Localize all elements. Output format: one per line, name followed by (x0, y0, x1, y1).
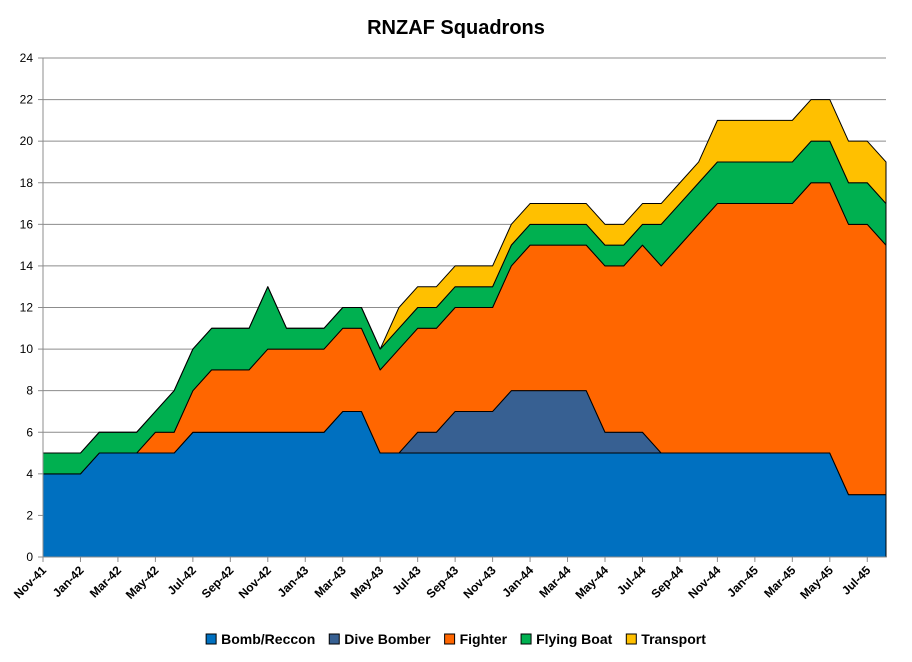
x-tick-label: Nov-42 (236, 563, 274, 601)
y-tick-label: 8 (26, 384, 33, 398)
y-tick-label: 16 (20, 217, 34, 231)
y-tick-label: 2 (26, 508, 33, 522)
x-tick-label: Sep-42 (199, 563, 237, 601)
y-tick-label: 12 (20, 301, 34, 315)
legend-swatch-transport (625, 633, 637, 645)
x-tick-label: Jan-44 (499, 563, 536, 600)
x-tick-label: Jan-42 (50, 563, 87, 600)
y-tick-label: 6 (26, 425, 33, 439)
y-tick-label: 22 (20, 93, 34, 107)
y-tick-label: 20 (20, 134, 34, 148)
x-tick-label: May-42 (123, 563, 162, 602)
legend-label-dive-bomber: Dive Bomber (344, 631, 431, 647)
area-series-transport (42, 99, 887, 454)
chart-title: RNZAF Squadrons (367, 17, 545, 39)
legend-label-flying-boat: Flying Boat (536, 631, 613, 647)
x-tick-label: Jan-45 (724, 563, 761, 600)
legend-label-fighter: Fighter (460, 631, 508, 647)
y-tick-label: 14 (20, 259, 34, 273)
x-tick-label: Sep-43 (424, 563, 462, 601)
x-tick-label: Mar-43 (312, 563, 349, 600)
y-tick-label: 4 (26, 467, 33, 481)
x-tick-label: Mar-44 (536, 563, 573, 600)
x-tick-label: Jul-44 (614, 563, 649, 598)
legend-swatch-fighter (444, 633, 456, 645)
x-tick-label: Sep-44 (648, 563, 686, 601)
area-series-group (42, 99, 887, 558)
x-tick-label: Nov-41 (11, 563, 49, 601)
x-tick-label: Jul-42 (165, 563, 200, 598)
x-tick-label: Nov-43 (461, 563, 499, 601)
legend-swatch-dive-bomber (328, 633, 340, 645)
y-tick-label: 0 (26, 550, 33, 564)
legend-label-transport: Transport (641, 631, 706, 647)
x-tick-label: Jul-43 (389, 563, 424, 598)
legend-swatch-bomb-reccon (205, 633, 217, 645)
x-tick-label: Nov-44 (685, 563, 723, 601)
x-tick-label: May-44 (572, 563, 611, 602)
y-tick-label: 24 (20, 51, 34, 65)
x-tick-label: May-45 (797, 563, 836, 602)
y-tick-label: 18 (20, 176, 34, 190)
legend: Bomb/Reccon Dive Bomber Fighter Flying Boat… (205, 631, 706, 647)
x-tick-label: Mar-45 (761, 563, 798, 600)
x-tick-label: Jan-43 (275, 563, 312, 600)
y-tick-label: 10 (20, 342, 34, 356)
legend-swatch-flying-boat (520, 633, 532, 645)
x-tick-label: Mar-42 (87, 563, 124, 600)
x-tick-label: May-43 (348, 563, 387, 602)
x-tick-label: Jul-45 (839, 563, 874, 598)
legend-label-bomb-reccon: Bomb/Reccon (221, 631, 315, 647)
